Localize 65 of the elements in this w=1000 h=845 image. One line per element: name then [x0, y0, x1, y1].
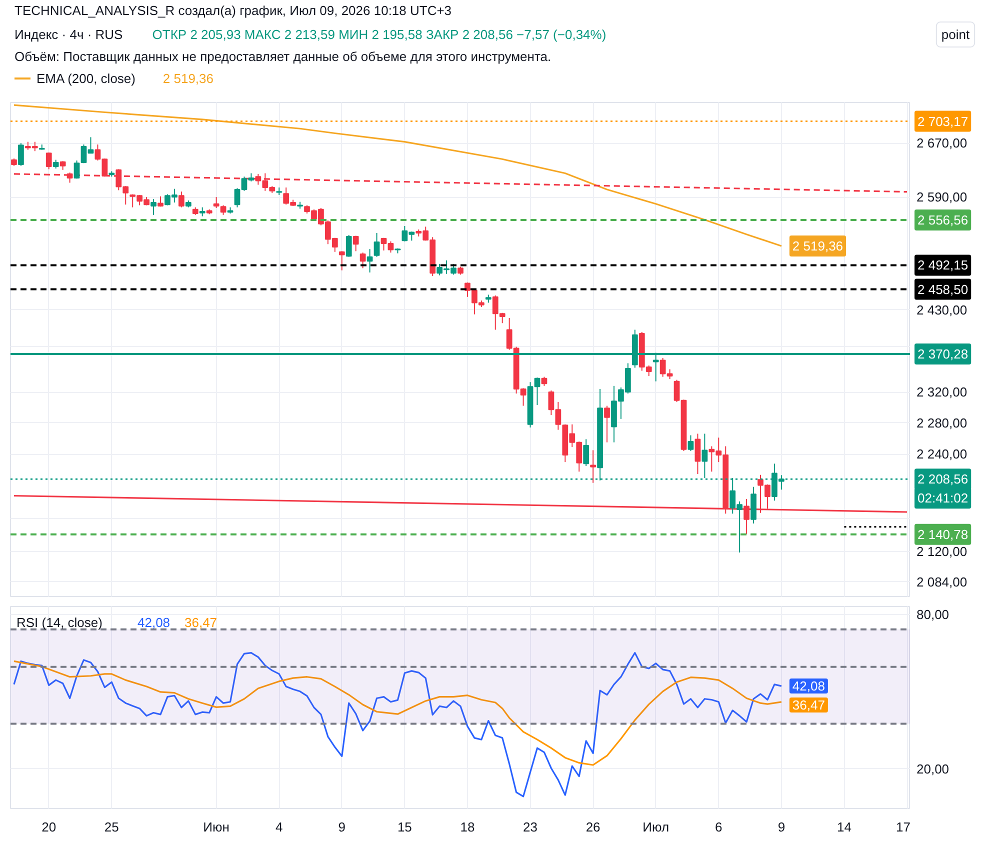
data-label: 2 519,36	[792, 238, 844, 254]
text: point	[941, 27, 970, 42]
candlestick	[374, 232, 380, 258]
x-tick-label: 20	[42, 820, 56, 834]
x-tick-label: Июл	[642, 820, 670, 834]
data-label: 42,08	[792, 678, 825, 694]
text: TECHNICAL_ANALYSIS_R создал(а) график, Июл 09, 2026 10:18 UTC+3	[14, 3, 452, 18]
text: 2 519,36	[162, 71, 214, 86]
candlestick	[18, 142, 24, 166]
ref-line-label: 2 703,17	[918, 114, 968, 129]
x-tick-label: 23	[523, 820, 538, 834]
line-series	[13, 104, 782, 247]
text: 36,47	[184, 615, 218, 630]
x-tick-label: 26	[586, 820, 600, 834]
candlestick	[338, 250, 345, 271]
candlestick	[541, 376, 548, 386]
y-tick-label: 2 120,00	[916, 544, 968, 560]
candlestick	[694, 433, 701, 475]
candlestick	[178, 191, 184, 208]
chart-title: Индекс · 4ч · RUS	[14, 27, 124, 42]
line-series	[13, 660, 782, 766]
legend-label: EMA (200, close)	[36, 71, 136, 86]
x-tick-label: 14	[836, 820, 852, 834]
candlestick	[360, 252, 366, 269]
chart-subtitle: Объём: Поставщик данных не предоставляет данные об объеме для этого инструмента.	[14, 49, 552, 64]
ref-line-label: 2 140,78	[918, 526, 968, 542]
text: ОТКР 2 205,93 МАКС 2 213,59 МИН 2 195,58 ЗАКР 2 208,56 −7,57 (−0,34%)	[152, 27, 606, 42]
x-tick-label: 9	[338, 820, 346, 834]
y-tick-label: 2 240,00	[916, 446, 968, 462]
candlestick	[366, 248, 373, 273]
x-tick-label: 25	[104, 820, 119, 834]
ref-line-label: 2 370,28	[918, 346, 968, 362]
x-tick-label: 6	[715, 820, 722, 834]
x-tick-label: Июн	[203, 820, 230, 834]
candlestick	[352, 235, 359, 252]
y-tick-label: 2 280,00	[916, 415, 968, 430]
candlestick	[590, 450, 596, 484]
text: RSI (14, close)	[16, 615, 102, 630]
y-tick-label: 2 084,00	[916, 574, 968, 590]
ref-line-label: 2 492,15	[918, 258, 968, 273]
x-tick-label: 17	[896, 820, 911, 834]
candlestick	[604, 405, 610, 443]
y-tick-label: 2 590,00	[916, 190, 968, 205]
y-tick-label: 2 670,00	[916, 136, 968, 151]
candlestick	[583, 438, 590, 467]
ref-line-label: 2 208,56	[918, 472, 968, 487]
candlestick	[688, 434, 694, 452]
x-tick-label: 9	[778, 820, 786, 834]
y-tick-label: 80,00	[916, 607, 950, 622]
x-tick-label: 18	[460, 820, 475, 834]
y-tick-label: 2 320,00	[916, 384, 968, 400]
text: 02:41:02	[918, 490, 968, 506]
x-tick-label: 4	[275, 820, 283, 834]
y-tick-label: 2 430,00	[916, 302, 968, 318]
line-series	[13, 652, 782, 798]
y-tick-label: 20,00	[916, 761, 950, 776]
candlestick	[702, 433, 708, 479]
data-label: 36,47	[792, 698, 825, 713]
candlestick	[46, 152, 52, 170]
candlestick	[150, 198, 156, 216]
text: 42,08	[138, 615, 170, 630]
candlestick	[346, 234, 352, 258]
ref-line-label: 2 556,56	[918, 212, 968, 228]
ref-line-label: 2 458,50	[918, 282, 968, 297]
x-tick-label: 15	[397, 820, 412, 834]
